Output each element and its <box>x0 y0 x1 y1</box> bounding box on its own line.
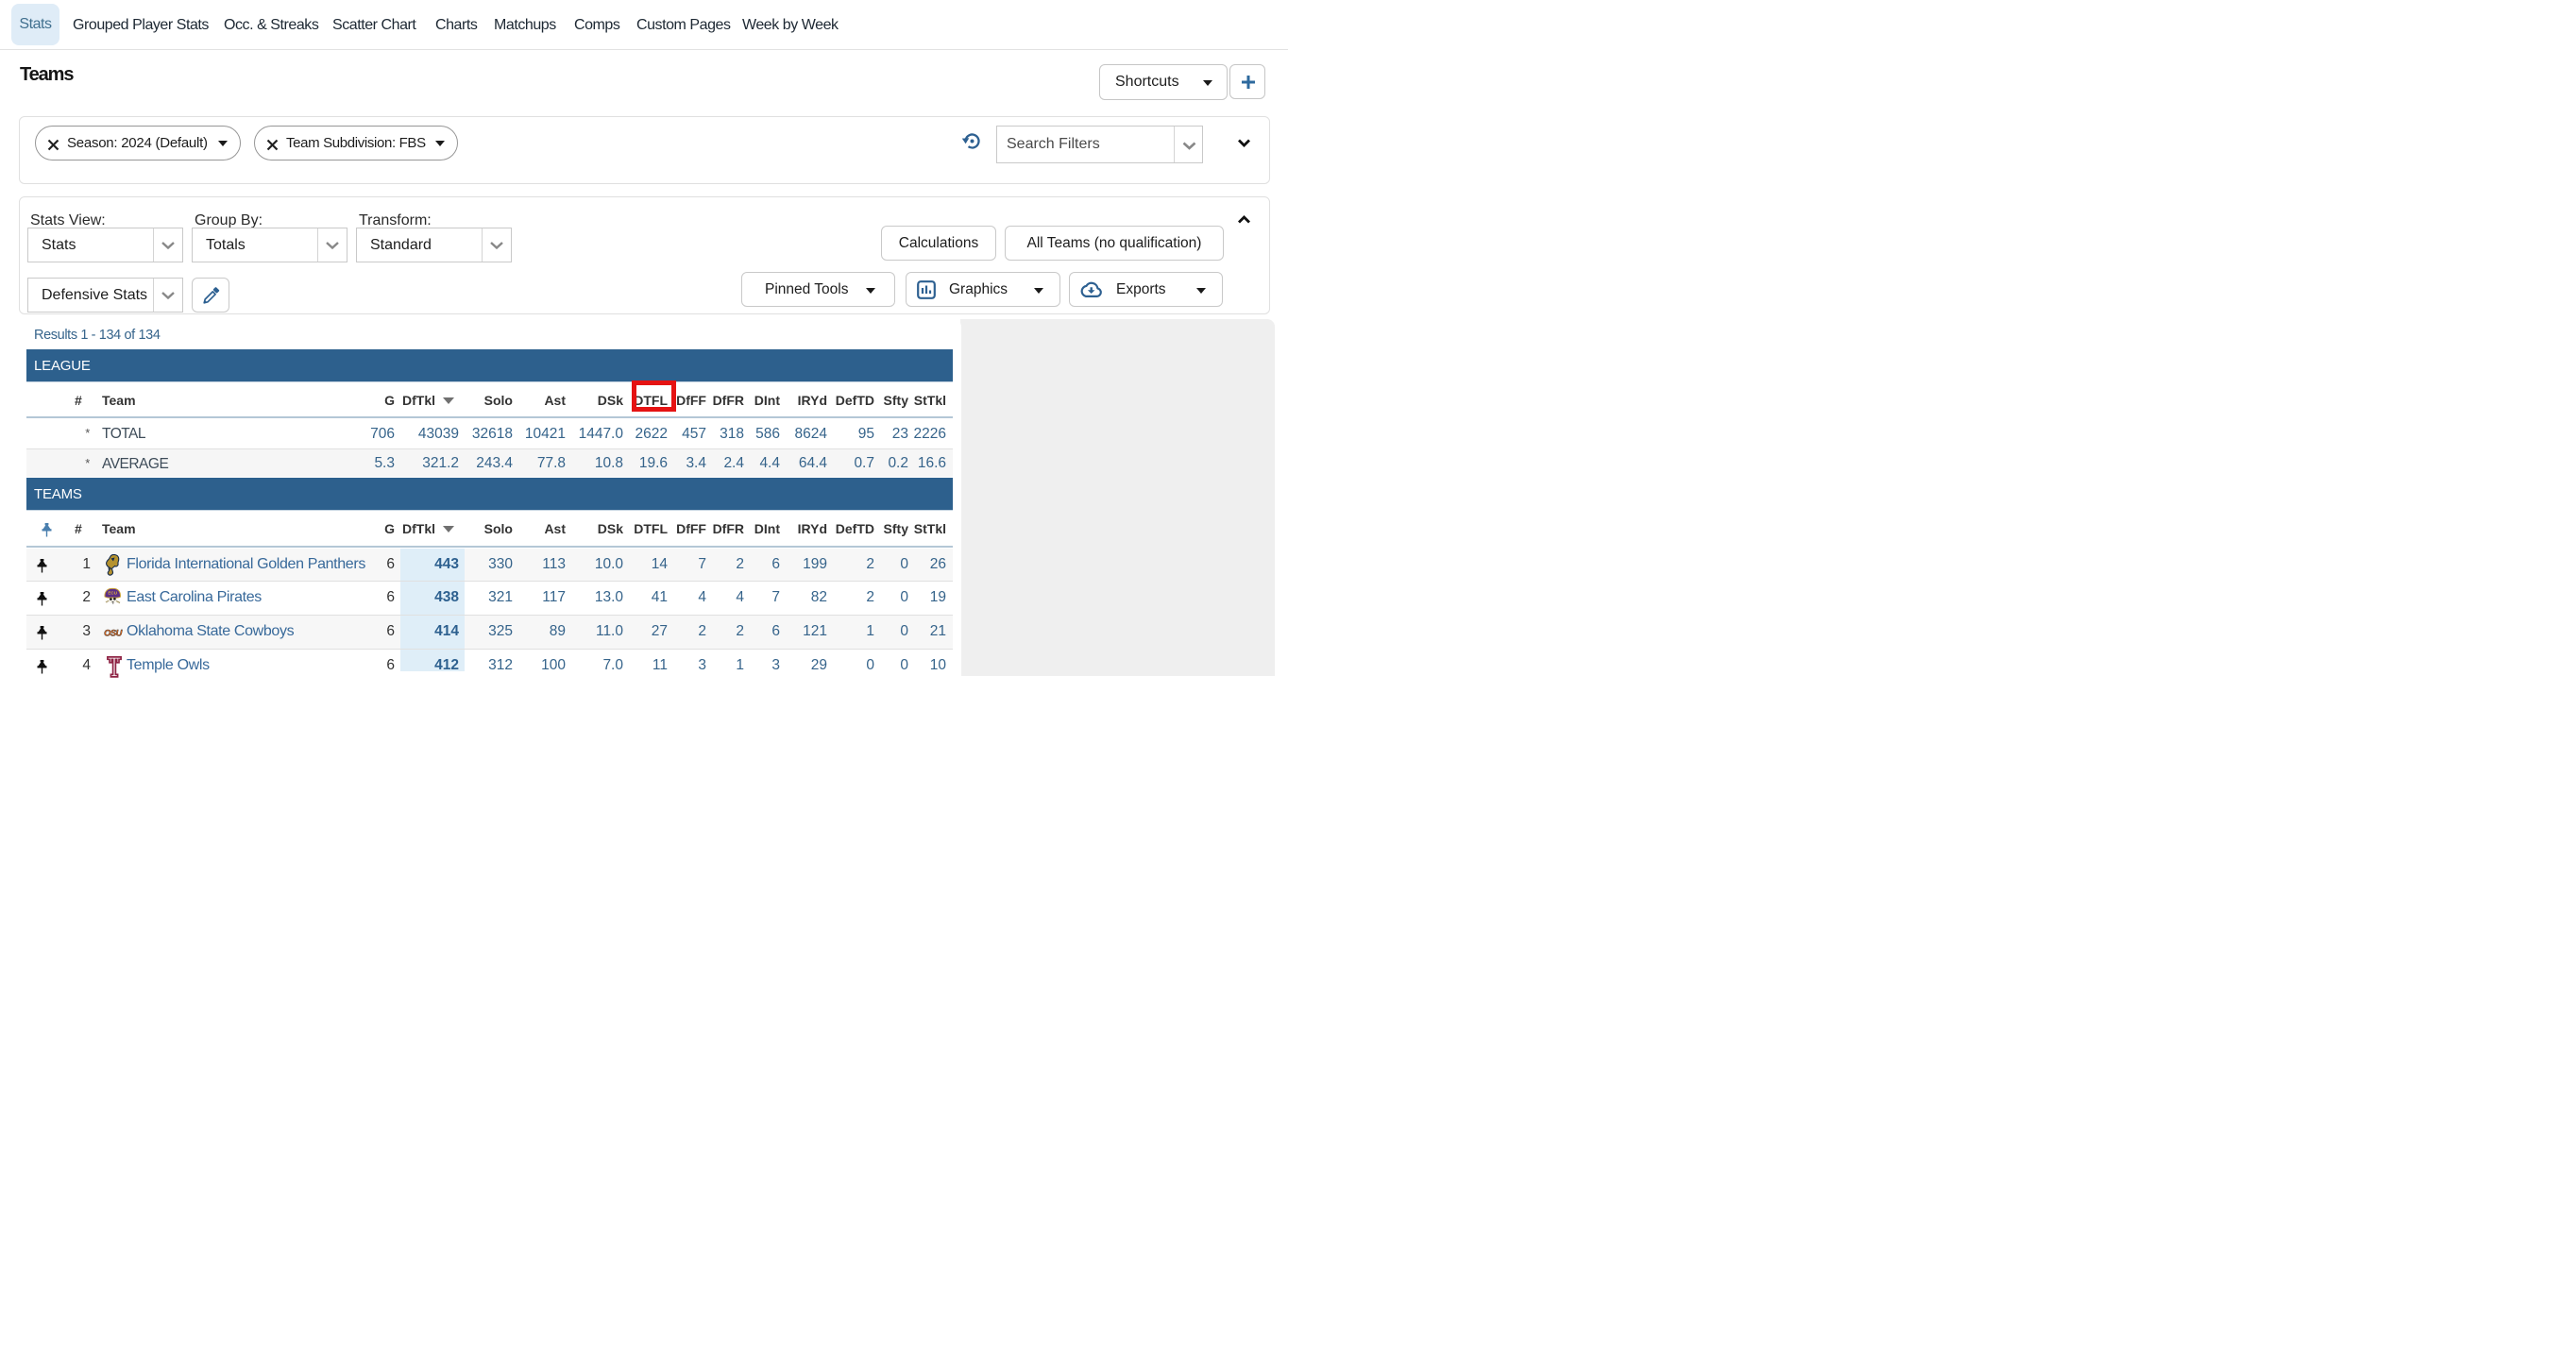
svg-text:ECU: ECU <box>108 591 117 596</box>
svg-text:OSU: OSU <box>104 628 123 637</box>
